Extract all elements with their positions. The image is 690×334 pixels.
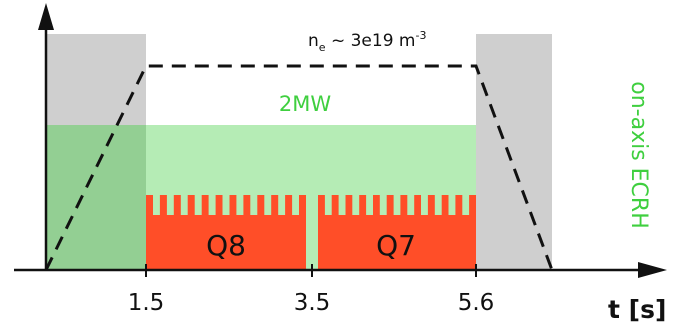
ecrh-side-label: on-axis ECRH	[626, 81, 651, 229]
y-axis-arrow	[38, 3, 54, 30]
time-axis-title: t [s]	[608, 295, 666, 324]
tick-label-flattop-end: 5.6	[458, 290, 495, 316]
x-axis-arrow	[638, 262, 667, 278]
density-label: ne ~ 3e19 m-3	[308, 29, 426, 54]
block-label-q7: Q7	[376, 229, 416, 262]
tick-label-rampup-end: 1.5	[128, 290, 165, 316]
tick-label-q8-q7-boundary: 3.5	[294, 290, 331, 316]
density-trace	[44, 64, 554, 271]
ecrh-power-label: 2MW	[279, 92, 331, 116]
block-q8	[146, 195, 306, 270]
block-q7	[318, 195, 476, 270]
block-label-q8: Q8	[206, 229, 246, 262]
ecrh-rampup-overlap	[46, 125, 146, 270]
rampdown-gray-region	[476, 34, 552, 270]
